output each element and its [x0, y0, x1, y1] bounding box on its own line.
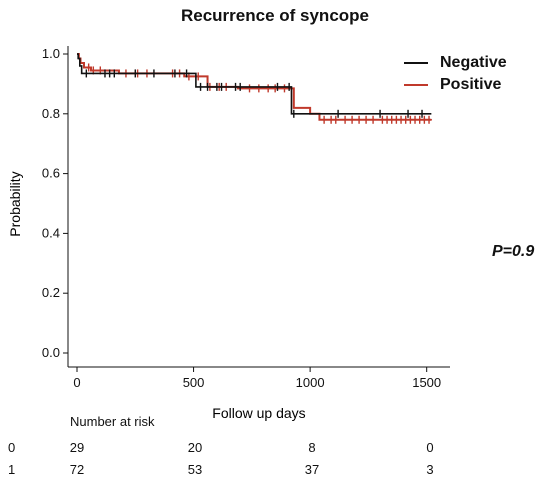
y-tick-label: 0.2 [42, 285, 60, 300]
risk-row-group-0: 0 29 20 8 0 [0, 440, 550, 458]
risk-cell: 53 [187, 462, 203, 477]
legend-label-positive: Positive [440, 76, 502, 93]
y-tick-label: 1.0 [42, 46, 60, 61]
axes: 0.0 0.2 0.4 0.6 0.8 1.0 0 500 1000 1500 [42, 46, 450, 390]
risk-table-title: Number at risk [70, 414, 155, 429]
risk-cell: 29 [69, 440, 85, 455]
legend: Negative Positive [404, 52, 507, 96]
series-line-negative [77, 53, 432, 115]
y-tick-label: 0.0 [42, 345, 60, 360]
risk-cell: 72 [69, 462, 85, 477]
legend-swatch-positive [404, 84, 428, 86]
risk-group-label: 0 [8, 440, 16, 455]
x-tick-label: 1000 [296, 375, 325, 390]
x-tick-label: 1500 [412, 375, 441, 390]
y-tick-label: 0.6 [42, 166, 60, 181]
x-tick-label: 500 [183, 375, 205, 390]
risk-cell: 37 [304, 462, 320, 477]
legend-label-negative: Negative [440, 54, 507, 71]
risk-group-label: 1 [8, 462, 16, 477]
y-axis-label: Probability [7, 171, 23, 236]
legend-item-positive: Positive [404, 74, 507, 96]
legend-swatch-negative [404, 62, 428, 64]
x-tick-label: 0 [73, 375, 80, 390]
x-axis-label: Follow up days [212, 405, 305, 421]
p-value-annotation: P=0.9 [492, 243, 535, 260]
risk-cell: 20 [187, 440, 203, 455]
y-tick-label: 0.8 [42, 106, 60, 121]
risk-cell: 8 [308, 440, 316, 455]
risk-cell: 0 [426, 440, 434, 455]
risk-row-group-1: 1 72 53 37 3 [0, 462, 550, 480]
series-layer [77, 53, 433, 124]
legend-item-negative: Negative [404, 52, 507, 74]
risk-cell: 3 [426, 462, 434, 477]
y-tick-label: 0.4 [42, 225, 60, 240]
chart-title: Recurrence of syncope [180, 6, 369, 25]
